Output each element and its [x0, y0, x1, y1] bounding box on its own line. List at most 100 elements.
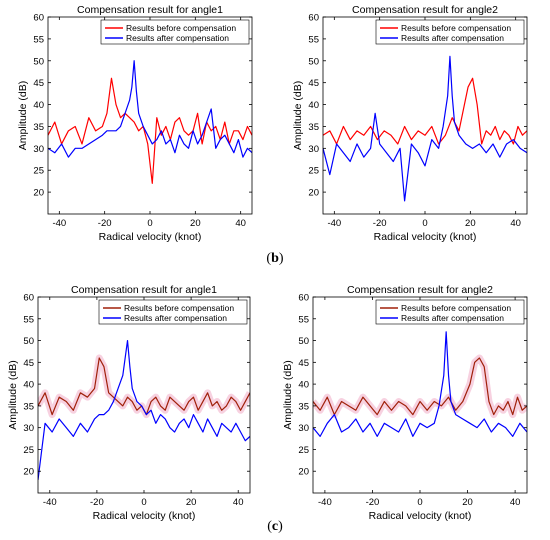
y-tick-label: 30	[308, 144, 319, 155]
x-tick-label: -40	[327, 218, 341, 229]
y-tick-label: 50	[23, 336, 34, 347]
legend-label-1: Results before compensation	[401, 23, 511, 33]
x-tick-label: 20	[190, 218, 201, 229]
panel-label-open: (	[266, 251, 271, 266]
x-tick-label: 0	[147, 218, 152, 229]
x-tick-label: 0	[417, 497, 422, 508]
y-tick-label: 50	[308, 56, 319, 67]
panel-label-open: (	[267, 519, 272, 534]
series-line-1	[38, 357, 250, 416]
y-tick-label: 25	[298, 445, 309, 456]
chart-title: Compensation result for angle2	[347, 284, 493, 296]
chart-title: Compensation result for angle1	[71, 284, 217, 296]
panel-label-close: )	[278, 519, 283, 534]
panel-label-letter: b	[271, 251, 279, 266]
x-tick-label: 20	[465, 218, 476, 229]
plot-frame	[312, 296, 528, 494]
y-tick-label: 35	[298, 401, 309, 412]
series-line-1	[313, 357, 527, 416]
x-axis-label: Radical velocity (knot)	[99, 231, 202, 243]
chart-panel-4: Compensation result for angle2 20 25 30 35 40…	[282, 284, 528, 522]
y-tick-label: 45	[298, 358, 309, 369]
y-tick-label: 60	[298, 293, 309, 304]
y-tick-label: 60	[23, 293, 34, 304]
y-tick-label: 30	[33, 144, 44, 155]
y-tick-label: 30	[298, 423, 309, 434]
y-axis-label: Amplitude (dB)	[292, 81, 304, 150]
y-tick-label: 45	[33, 78, 44, 89]
series-line-2	[323, 55, 527, 202]
y-tick-label: 40	[308, 100, 319, 111]
series-band	[313, 354, 527, 419]
x-tick-label: 40	[510, 497, 521, 508]
y-tick-label: 20	[298, 467, 309, 478]
y-tick-label: 40	[33, 100, 44, 111]
y-tick-label: 45	[23, 358, 34, 369]
y-tick-label: 45	[308, 78, 319, 89]
legend-label-2: Results after compensation	[124, 313, 227, 323]
series-line-1	[323, 77, 527, 145]
y-tick-label: 55	[33, 34, 44, 45]
y-tick-label: 35	[23, 401, 34, 412]
x-tick-label: -40	[318, 497, 332, 508]
x-axis-label: Radical velocity (knot)	[93, 510, 196, 522]
y-tick-label: 50	[298, 336, 309, 347]
panel-label-b: (b)	[266, 251, 283, 266]
x-tick-label: -20	[98, 218, 112, 229]
chart-panel-1: Compensation result for angle1 20 25 30 35 40…	[17, 4, 253, 243]
x-tick-label: -20	[366, 497, 380, 508]
legend-label-1: Results before compensation	[401, 303, 511, 313]
legend-box	[98, 299, 248, 325]
panel-label-close: )	[279, 251, 284, 266]
panel-label-c: (c)	[267, 519, 283, 534]
legend-label-1: Results before compensation	[126, 23, 236, 33]
y-tick-label: 55	[298, 314, 309, 325]
x-tick-label: 20	[186, 497, 197, 508]
y-tick-label: 30	[23, 423, 34, 434]
x-tick-label: 40	[233, 497, 244, 508]
x-tick-label: -40	[43, 497, 57, 508]
y-tick-label: 25	[308, 166, 319, 177]
y-tick-label: 25	[23, 445, 34, 456]
legend-box	[375, 299, 525, 325]
legend-box	[375, 19, 525, 45]
y-tick-label: 60	[308, 13, 319, 24]
legend-label-2: Results after compensation	[126, 33, 229, 43]
chart-panel-3: Compensation result for angle1 20 25 30 35 40…	[7, 284, 251, 522]
x-tick-label: -20	[90, 497, 104, 508]
y-tick-label: 50	[33, 56, 44, 67]
legend-label-1: Results before compensation	[124, 303, 234, 313]
series-line-2	[313, 331, 527, 437]
y-tick-label: 55	[308, 34, 319, 45]
y-axis-label: Amplitude (dB)	[7, 360, 19, 429]
y-tick-label: 35	[308, 122, 319, 133]
x-tick-label: 40	[510, 218, 521, 229]
x-tick-label: -40	[52, 218, 66, 229]
plot-frame	[322, 16, 528, 215]
y-tick-label: 20	[23, 467, 34, 478]
y-tick-label: 35	[33, 122, 44, 133]
series-line-2	[38, 339, 250, 481]
y-tick-label: 55	[23, 314, 34, 325]
chart-title: Compensation result for angle2	[352, 4, 498, 16]
plot-frame	[47, 16, 253, 215]
y-tick-label: 40	[23, 380, 34, 391]
chart-title: Compensation result for angle1	[77, 4, 223, 16]
x-tick-label: 0	[422, 218, 427, 229]
x-axis-label: Radical velocity (knot)	[369, 510, 472, 522]
y-tick-label: 20	[33, 188, 44, 199]
x-axis-label: Radical velocity (knot)	[374, 231, 477, 243]
legend-box	[100, 19, 250, 45]
series-line-1	[48, 77, 252, 184]
y-tick-label: 60	[33, 13, 44, 24]
y-axis-label: Amplitude (dB)	[17, 81, 29, 150]
y-tick-label: 25	[33, 166, 44, 177]
x-tick-label: 0	[141, 497, 146, 508]
y-tick-label: 40	[298, 380, 309, 391]
legend-label-2: Results after compensation	[401, 313, 504, 323]
